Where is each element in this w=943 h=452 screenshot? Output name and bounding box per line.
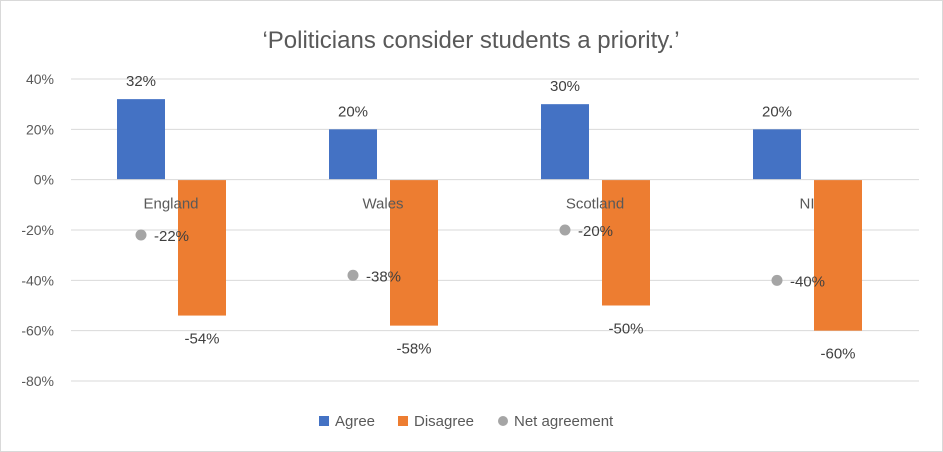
disagree-bar [602, 179, 650, 306]
category-label: NI [800, 196, 815, 213]
legend-label: Net agreement [514, 413, 614, 430]
net-agreement-data-label: -38% [366, 268, 401, 285]
agree-data-label: 20% [762, 103, 792, 120]
net-agreement-point [771, 274, 783, 286]
disagree-bar [390, 179, 438, 326]
legend: Agree Disagree Net agreement [319, 413, 614, 430]
legend-label: Disagree [414, 413, 474, 430]
net-agreement-data-label: -40% [790, 273, 825, 290]
net-agreement-point [559, 224, 571, 236]
agree-bar [753, 129, 801, 180]
agree-bar [541, 104, 589, 180]
net-agreement-point [135, 229, 147, 241]
y-tick-label: -80% [21, 373, 54, 389]
y-tick-label: 0% [34, 172, 54, 188]
disagree-bar [178, 179, 226, 316]
net-agreement-points [135, 224, 783, 286]
category-label: Scotland [566, 196, 624, 213]
y-axis-tick-labels: 40% 20% 0% -20% -40% -60% -80% [21, 71, 54, 389]
agree-bar [117, 99, 165, 180]
disagree-data-label: -58% [396, 341, 431, 358]
legend-marker [498, 416, 508, 426]
legend-swatch [319, 416, 329, 426]
y-tick-label: 40% [26, 71, 54, 87]
chart-title: ‘Politicians consider students a priorit… [262, 27, 679, 54]
legend-label: Agree [335, 413, 375, 430]
y-tick-label: -40% [21, 272, 54, 288]
disagree-data-label: -50% [608, 321, 643, 338]
agree-data-label: 20% [338, 103, 368, 120]
bars [117, 99, 862, 331]
category-label: England [143, 196, 198, 213]
agree-bar [329, 129, 377, 180]
legend-swatch [398, 416, 408, 426]
y-tick-label: -60% [21, 323, 54, 339]
y-tick-label: -20% [21, 222, 54, 238]
category-labels: England Wales Scotland NI [143, 196, 814, 213]
net-agreement-data-label: -22% [154, 228, 189, 245]
disagree-data-label: -60% [820, 346, 855, 363]
disagree-data-label: -54% [184, 331, 219, 348]
agree-data-label: 32% [126, 73, 156, 90]
data-labels: 32% -54% -22% 20% -58% -38% 30% -50% -20% 20% -60%… [126, 73, 856, 363]
net-agreement-point [347, 269, 359, 281]
disagree-bar [814, 179, 862, 331]
y-tick-label: 20% [26, 121, 54, 137]
net-agreement-data-label: -20% [578, 223, 613, 240]
category-label: Wales [362, 196, 403, 213]
agree-data-label: 30% [550, 78, 580, 95]
